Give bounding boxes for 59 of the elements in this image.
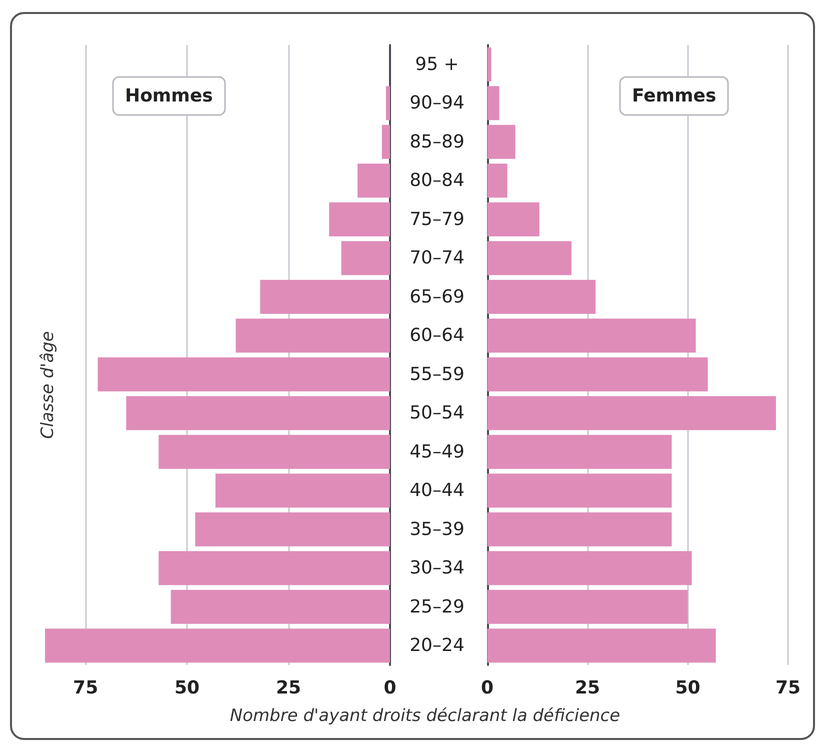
y-tick-label: 70–74 (410, 248, 464, 269)
bar (158, 551, 390, 586)
y-tick-label: 55–59 (410, 364, 464, 385)
bar (170, 590, 390, 624)
y-tick-label: 35–39 (410, 518, 464, 540)
x-tick-label: 0 (384, 678, 396, 698)
bar (487, 47, 492, 82)
bar (487, 357, 708, 392)
x-tick-label: 75 (775, 678, 801, 698)
x-tick-label: 25 (276, 678, 302, 698)
y-tick-label: 95 + (415, 54, 459, 75)
y-tick-label: 25–29 (410, 596, 464, 618)
bar (487, 590, 688, 624)
bar (487, 551, 692, 586)
x-tick-label: 50 (174, 678, 200, 698)
bar (236, 318, 390, 353)
bar (358, 164, 390, 198)
bar (487, 512, 672, 546)
y-tick-label: 90–94 (410, 92, 464, 114)
bar (487, 318, 696, 353)
y-tick-label: 50–54 (410, 402, 464, 424)
x-axis-title: Nombre d'ayant droits déclarant la déficience (228, 706, 622, 726)
y-tick-label: 30–34 (410, 558, 464, 579)
bar (341, 241, 390, 276)
bar (98, 357, 390, 392)
bar (126, 396, 390, 430)
bar (487, 280, 596, 314)
bar (487, 434, 672, 469)
bar (158, 434, 390, 469)
bar (382, 124, 390, 159)
y-tick-label: 85–89 (410, 131, 464, 152)
x-tick-label: 25 (574, 678, 600, 698)
y-tick-label: 60–64 (410, 325, 464, 346)
text: Hommes (125, 86, 213, 106)
y-tick-label: 75–79 (410, 208, 464, 230)
y-tick-label: 45–49 (410, 441, 464, 462)
y-tick-label: 80–84 (410, 170, 464, 192)
bar (487, 164, 508, 198)
bar (487, 396, 776, 430)
x-tick-label: 75 (73, 678, 98, 698)
bar (487, 86, 500, 120)
bar (487, 628, 716, 663)
bar (260, 280, 390, 314)
bar (487, 124, 516, 159)
text: Femmes (632, 86, 716, 106)
bar (386, 86, 390, 120)
bar (487, 474, 672, 508)
y-tick-label: 20–24 (410, 635, 464, 656)
bar (487, 241, 572, 276)
bar (215, 474, 390, 508)
bar (487, 202, 540, 236)
y-tick-label: 40–44 (410, 480, 464, 502)
y-axis-title: Classe d'âge (38, 331, 58, 439)
bar (329, 202, 390, 236)
x-tick-label: 50 (675, 678, 700, 698)
bar (45, 628, 390, 663)
y-tick-label: 65–69 (410, 286, 464, 308)
bar (195, 512, 390, 546)
x-tick-label: 0 (480, 678, 494, 698)
